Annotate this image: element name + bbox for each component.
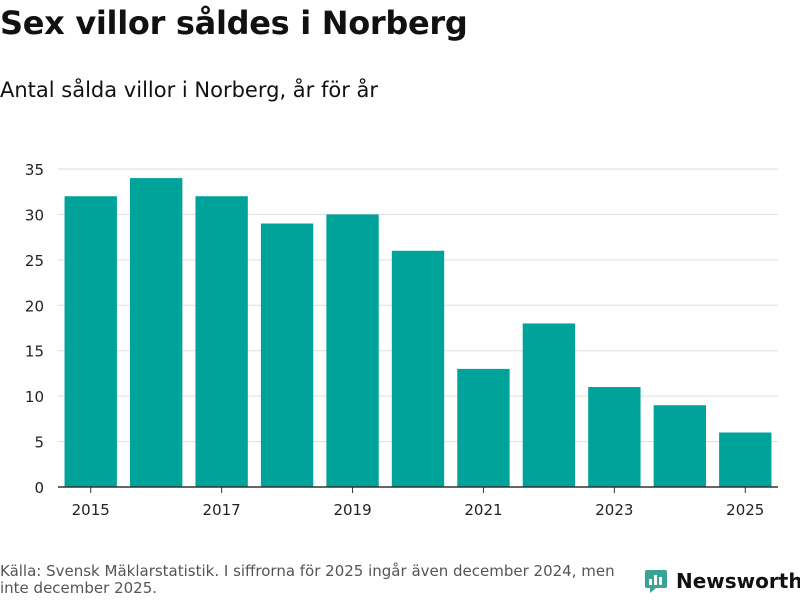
bar-2022[interactable] — [522, 323, 576, 487]
x-tick-label: 2019 — [333, 501, 371, 519]
x-tick-label: 2023 — [595, 501, 633, 519]
y-tick-label: 35 — [25, 161, 44, 179]
chart-subtitle: Antal sålda villor i Norberg, år för år — [0, 78, 379, 102]
y-tick-label: 20 — [25, 297, 44, 315]
y-tick-label: 30 — [25, 206, 44, 224]
source-note: Källa: Svensk Mäklarstatistik. I siffror… — [0, 562, 615, 597]
bar-2021[interactable] — [457, 368, 510, 487]
y-tick-label: 5 — [34, 434, 44, 452]
x-tick-label: 2015 — [72, 501, 110, 519]
y-tick-label: 25 — [25, 252, 44, 270]
bar-2015[interactable] — [64, 196, 117, 487]
bar-2024[interactable] — [653, 405, 706, 487]
x-tick-label: 2025 — [726, 501, 764, 519]
bar-2017[interactable] — [195, 196, 248, 487]
bar-layer — [64, 178, 772, 488]
y-tick-label: 10 — [25, 388, 44, 406]
y-tick-label: 15 — [25, 343, 44, 361]
bar-2016[interactable] — [130, 178, 183, 488]
newsworthy-logo-icon — [645, 570, 667, 593]
brand-logo[interactable]: Newsworthy — [644, 568, 800, 594]
y-tick-label: 0 — [34, 479, 44, 497]
bar-2020[interactable] — [391, 250, 445, 487]
chart-title: Sex villor såldes i Norberg — [0, 4, 468, 42]
bar-2019[interactable] — [326, 214, 379, 487]
brand-name: Newsworthy — [676, 569, 800, 593]
bar-2025[interactable] — [719, 432, 772, 487]
x-tick-label: 2017 — [203, 501, 241, 519]
bar-2018[interactable] — [260, 223, 314, 487]
x-tick-label: 2021 — [464, 501, 502, 519]
bar-2023[interactable] — [588, 387, 641, 487]
